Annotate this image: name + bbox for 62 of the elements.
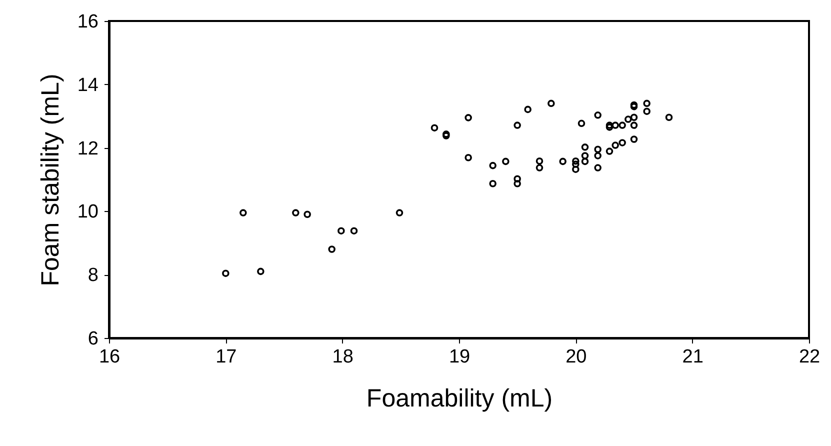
y-tick-label: 8 (88, 265, 98, 286)
point (594, 146, 602, 154)
y-axis-title: Foam stability (mL) (36, 74, 64, 286)
point (222, 270, 230, 277)
x-tick-label: 20 (566, 346, 587, 368)
point (618, 122, 626, 129)
point (630, 122, 638, 129)
point (514, 180, 521, 188)
point (430, 124, 438, 132)
point (502, 158, 510, 166)
point (257, 268, 264, 276)
point (624, 116, 632, 123)
y-tick-label: 16 (77, 12, 98, 32)
point (548, 100, 555, 108)
y-tick-label: 6 (88, 328, 98, 350)
x-tick-label: 21 (682, 346, 704, 368)
point (559, 158, 566, 166)
point (489, 180, 496, 188)
point (240, 209, 247, 216)
x-tick-label: 17 (216, 346, 237, 368)
point (606, 124, 614, 131)
point (514, 122, 521, 129)
x-tick-label: 18 (332, 346, 354, 368)
point (524, 106, 532, 114)
point (606, 122, 614, 129)
y-tick-label: 12 (77, 138, 98, 160)
point (304, 210, 311, 218)
point (612, 122, 619, 129)
point (350, 227, 358, 234)
point (572, 160, 580, 168)
point (396, 209, 404, 216)
point (514, 175, 521, 182)
point (606, 148, 614, 155)
point (581, 158, 589, 166)
point (536, 164, 544, 172)
point (536, 157, 544, 165)
point (594, 164, 602, 172)
point (594, 152, 602, 160)
point (581, 144, 589, 151)
point (292, 209, 300, 216)
point (665, 114, 673, 121)
y-tick-label: 10 (77, 202, 98, 223)
point (594, 112, 602, 119)
y-tick-label: 14 (77, 74, 99, 96)
x-tick-label: 19 (448, 346, 470, 368)
point (578, 120, 586, 128)
point (489, 162, 496, 170)
point (618, 139, 626, 146)
point (464, 114, 472, 122)
point (612, 142, 619, 149)
point (643, 108, 650, 115)
point (643, 100, 650, 108)
point (630, 136, 638, 143)
point (630, 114, 638, 121)
point (328, 246, 336, 253)
point (581, 152, 589, 160)
point (464, 154, 472, 162)
point (338, 227, 345, 234)
point (572, 157, 580, 165)
x-tick-label: 22 (798, 346, 820, 368)
point (572, 166, 580, 173)
x-axis-title: Foamability (mL) (366, 384, 553, 412)
